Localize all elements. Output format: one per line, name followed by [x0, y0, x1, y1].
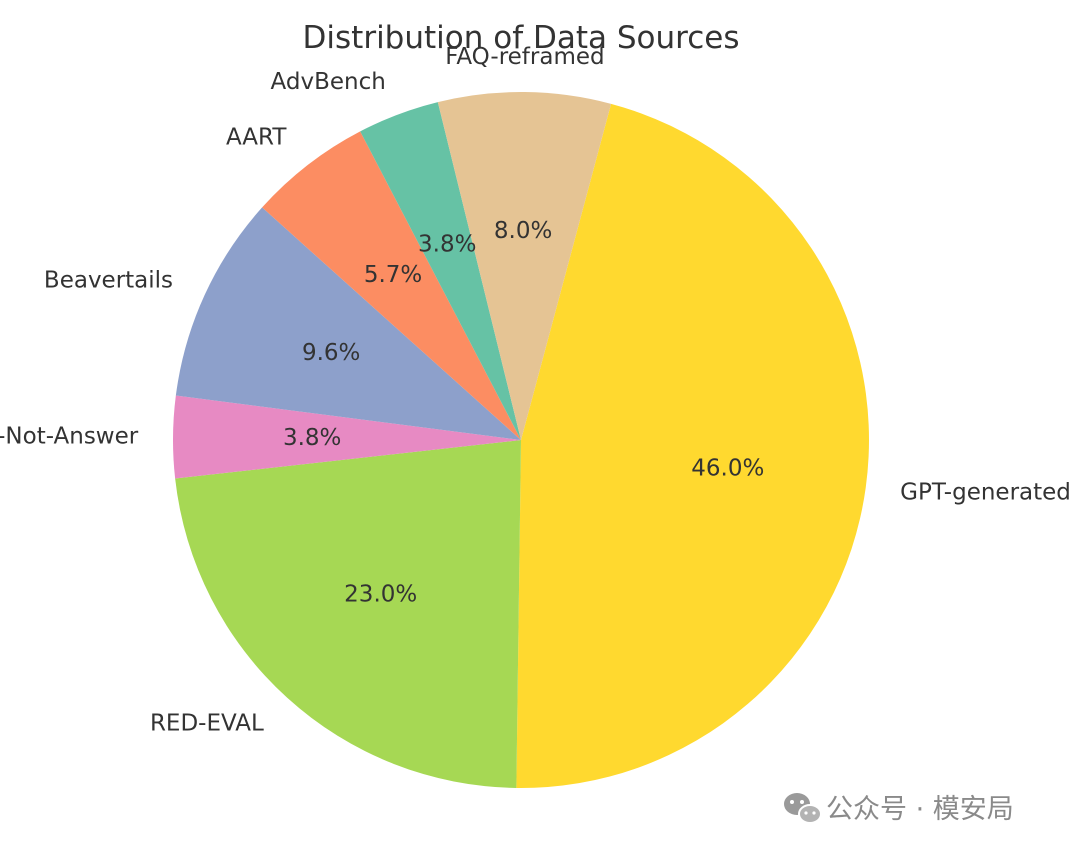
slice-aart [262, 131, 521, 440]
category-label-aart: AART [226, 124, 287, 150]
watermark: 公众号 · 模安局 [784, 793, 1014, 825]
percent-labels: 46.0% 23.0% 3.8% 9.6% 5.7% 3.8% 8.0% [283, 218, 764, 607]
category-label-do-not-answer: Do-Not-Answer [0, 424, 139, 450]
category-label-red-eval: RED-EVAL [150, 711, 264, 737]
slice-advbench [360, 102, 521, 440]
category-label-faq-reframed: FAQ-reframed [445, 44, 604, 70]
category-label-beavertails: Beavertails [44, 267, 173, 293]
percent-label-aart: 5.7% [364, 262, 422, 288]
slice-do-not-answer [173, 395, 521, 479]
percent-label-advbench: 3.8% [418, 232, 476, 258]
percent-label-gpt-generated: 46.0% [691, 456, 764, 482]
slice-faq-reframed [437, 91, 612, 440]
slice-gpt-generated [516, 103, 870, 789]
watermark-text: 公众号 · 模安局 [826, 794, 1014, 825]
chart-title: Distribution of Data Sources [303, 20, 740, 56]
slice-beavertails [175, 207, 521, 440]
percent-label-faq-reframed: 8.0% [494, 218, 552, 244]
category-labels: GPT-generated RED-EVAL Do-Not-Answer Beaver… [0, 44, 1071, 736]
percent-label-do-not-answer: 3.8% [283, 425, 341, 451]
pie-slices [173, 91, 870, 789]
slice-red-eval [175, 440, 521, 788]
percent-label-beavertails: 9.6% [302, 340, 360, 366]
percent-label-red-eval: 23.0% [344, 582, 417, 608]
wechat-icon [784, 793, 822, 824]
category-label-advbench: AdvBench [271, 69, 386, 95]
category-label-gpt-generated: GPT-generated [900, 480, 1071, 506]
